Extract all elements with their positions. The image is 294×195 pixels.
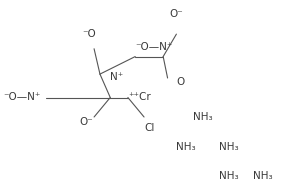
Text: NH₃: NH₃ [193,112,212,122]
Text: ⁻O—N⁺: ⁻O—N⁺ [135,42,173,52]
Text: ⁺⁺Cr: ⁺⁺Cr [128,92,151,103]
Text: NH₃: NH₃ [219,171,239,182]
Text: N⁺: N⁺ [110,72,123,82]
Text: O⁻: O⁻ [170,9,183,19]
Text: ⁻O—N⁺: ⁻O—N⁺ [3,92,40,103]
Text: NH₃: NH₃ [253,171,273,182]
Text: O⁻: O⁻ [80,117,93,127]
Text: Cl: Cl [145,123,155,133]
Text: NH₃: NH₃ [219,142,239,152]
Text: ⁻O: ⁻O [83,29,96,39]
Text: NH₃: NH₃ [176,142,196,152]
Text: O: O [177,77,185,87]
